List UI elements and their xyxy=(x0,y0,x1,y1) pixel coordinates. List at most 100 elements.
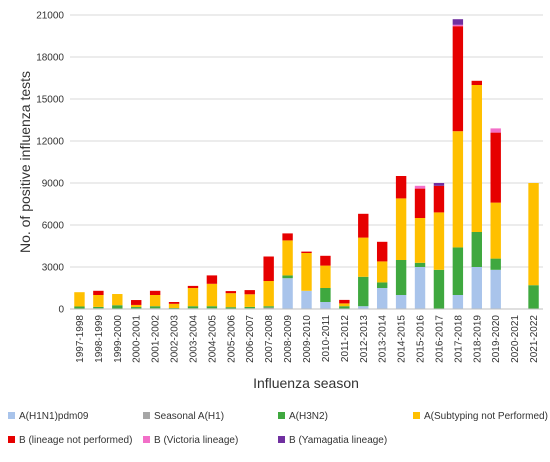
bar-segment-a-subtyping-not-performed-2021-2022 xyxy=(528,183,539,286)
legend-swatch xyxy=(278,412,285,419)
legend-label: B (lineage not performed) xyxy=(19,435,132,446)
bar-segment-a-subtyping-not-performed-2009-2010 xyxy=(301,253,312,291)
bar-segment-a-subtyping-not-performed-2007-2008 xyxy=(263,281,274,307)
bar-segment-b-lineage-not-performed-2004-2005 xyxy=(206,275,218,284)
x-tick-label: 2006-2007 xyxy=(245,315,256,363)
bar-segment-b-lineage-not-performed-2007-2008 xyxy=(263,256,274,281)
bar-segment-b-lineage-not-performed-2016-2017 xyxy=(433,185,445,213)
x-tick-label: 2009-2010 xyxy=(302,315,313,363)
bar-segment-a-h3n2-2003-2004 xyxy=(187,306,199,309)
bar-segment-a-subtyping-not-performed-2002-2003 xyxy=(168,303,180,309)
bar-segment-a-subtyping-not-performed-2003-2004 xyxy=(187,288,199,307)
bar-segment-a-h3n2-2010-2011 xyxy=(320,288,331,302)
legend-label: B (Yamagatia lineage) xyxy=(289,435,387,446)
bar-segment-b-lineage-not-performed-2003-2004 xyxy=(187,285,199,288)
bar-segment-a-h3n2-2019-2020 xyxy=(490,258,501,270)
legend-label: A(Subtyping not Performed) xyxy=(424,411,548,422)
bar-segment-a-h3n2-2007-2008 xyxy=(263,306,274,308)
y-axis-title: No. of positive influenza tests xyxy=(17,71,33,253)
x-tick-label: 2021-2022 xyxy=(529,315,540,363)
x-tick-label: 1998-1999 xyxy=(94,315,105,363)
bar-segment-b-lineage-not-performed-2018-2019 xyxy=(471,80,482,85)
bar-segment-a-subtyping-not-performed-2004-2005 xyxy=(206,283,218,307)
bar-segment-a-subtyping-not-performed-1997-1998 xyxy=(74,292,85,307)
bar-segment-a-subtyping-not-performed-2013-2014 xyxy=(376,261,388,283)
y-tick-label: 3000 xyxy=(42,263,65,274)
bar-segment-b-lineage-not-performed-2017-2018 xyxy=(452,26,464,132)
x-tick-label: 2020-2021 xyxy=(510,315,521,363)
bar-segment-b-lineage-not-performed-2001-2002 xyxy=(149,290,161,295)
legend-swatch xyxy=(8,436,15,443)
legend-swatch xyxy=(278,436,285,443)
legend: A(H1N1)pdm09 Seasonal A(H1) A(H3N2) A(Subty… xyxy=(8,411,548,446)
bar-segment-a-h1n1-pdm09-2017-2018 xyxy=(452,295,464,309)
bar-segment-seasonal-a-h1-2007-2008 xyxy=(263,307,274,309)
y-tick-label: 9000 xyxy=(42,179,65,190)
legend-swatch xyxy=(413,412,420,419)
legend-swatch xyxy=(8,412,15,419)
bar-segment-a-h3n2-2004-2005 xyxy=(206,306,218,309)
bar-segment-b-lineage-not-performed-2011-2012 xyxy=(339,299,350,304)
y-tick-labels: 0 3000 6000 9000 12000 15000 18000 21000 xyxy=(36,11,64,316)
bar-segment-b-lineage-not-performed-2012-2013 xyxy=(358,213,369,238)
x-tick-label: 2000-2001 xyxy=(132,315,143,363)
bar-segment-a-h1n1-pdm09-2008-2009 xyxy=(282,278,293,309)
x-tick-label: 2004-2005 xyxy=(207,315,218,363)
bar-segment-a-h1n1-pdm09-2018-2019 xyxy=(471,267,482,309)
x-tick-label: 1999-2000 xyxy=(113,315,124,363)
bar-segment-a-h3n2-1999-2000 xyxy=(112,305,123,309)
y-tick-label: 0 xyxy=(58,305,64,316)
y-tick-label: 6000 xyxy=(42,221,65,232)
bar-segment-a-h3n2-2002-2003 xyxy=(168,308,180,309)
bar-segment-a-h3n2-2008-2009 xyxy=(282,275,293,279)
x-tick-label: 2003-2004 xyxy=(188,315,199,363)
bar-segment-b-lineage-not-performed-2000-2001 xyxy=(131,300,142,305)
bar-segment-a-subtyping-not-performed-2018-2019 xyxy=(471,85,482,232)
gridlines xyxy=(70,14,543,268)
x-tick-label: 2017-2018 xyxy=(453,315,464,363)
x-tick-label: 2014-2015 xyxy=(397,315,408,363)
x-tick-label: 2001-2002 xyxy=(151,315,162,363)
bar-segment-a-h3n2-2018-2019 xyxy=(471,232,482,267)
x-tick-label: 2019-2020 xyxy=(491,315,502,363)
x-tick-label: 2005-2006 xyxy=(226,315,237,363)
x-tick-label: 1997-1998 xyxy=(75,315,86,363)
bar-segment-a-subtyping-not-performed-2005-2006 xyxy=(225,293,237,308)
bar-segment-a-h3n2-2001-2002 xyxy=(149,306,161,309)
bar-segment-b-lineage-not-performed-2015-2016 xyxy=(414,188,426,218)
bar-segment-b-lineage-not-performed-2019-2020 xyxy=(490,132,501,203)
bar-segment-a-h3n2-2016-2017 xyxy=(433,269,445,309)
bar-segment-a-subtyping-not-performed-2010-2011 xyxy=(320,265,331,288)
bar-segment-a-h3n2-2013-2014 xyxy=(376,282,388,288)
bar-segment-b-yamagatia-lineage-2016-2017 xyxy=(433,183,445,186)
legend-label: B (Victoria lineage) xyxy=(154,435,238,446)
bar-segment-a-subtyping-not-performed-1998-1999 xyxy=(93,295,104,307)
legend-label: A(H3N2) xyxy=(289,411,328,422)
bar-segment-a-subtyping-not-performed-2011-2012 xyxy=(339,303,350,307)
bar-segment-b-victoria-lineage-2019-2020 xyxy=(490,128,501,133)
bar-segment-a-subtyping-not-performed-2006-2007 xyxy=(244,294,255,307)
bar-segment-a-h1n1-pdm09-2015-2016 xyxy=(414,267,426,309)
bar-segment-b-lineage-not-performed-2009-2010 xyxy=(301,251,312,253)
bar-segment-b-victoria-lineage-2017-2018 xyxy=(452,24,464,27)
y-tick-label: 15000 xyxy=(36,95,64,106)
bar-segment-a-h3n2-2005-2006 xyxy=(225,307,237,309)
bar-segment-a-h1n1-pdm09-2010-2011 xyxy=(320,302,331,309)
bar-segment-a-h3n2-2017-2018 xyxy=(452,247,464,295)
bar-segment-b-lineage-not-performed-2006-2007 xyxy=(244,290,255,295)
bar-segment-a-h1n1-pdm09-2014-2015 xyxy=(395,295,407,309)
bar-segment-a-h1n1-pdm09-2012-2013 xyxy=(358,306,369,309)
x-axis-title: Influenza season xyxy=(253,375,359,391)
bar-segment-a-h3n2-2000-2001 xyxy=(131,307,142,309)
bar-segment-a-h1n1-pdm09-2009-2010 xyxy=(301,290,312,309)
bar-segment-a-subtyping-not-performed-2012-2013 xyxy=(358,237,369,277)
y-tick-label: 21000 xyxy=(36,11,64,22)
bar-segment-b-lineage-not-performed-2010-2011 xyxy=(320,255,331,266)
bar-segment-b-yamagatia-lineage-2017-2018 xyxy=(452,19,464,25)
bar-segment-a-h1n1-pdm09-2019-2020 xyxy=(490,269,501,309)
legend-swatch xyxy=(143,412,150,419)
x-tick-label: 2013-2014 xyxy=(378,315,389,363)
bar-segment-a-h3n2-2015-2016 xyxy=(414,262,426,267)
bar-segment-b-lineage-not-performed-2008-2009 xyxy=(282,233,293,241)
